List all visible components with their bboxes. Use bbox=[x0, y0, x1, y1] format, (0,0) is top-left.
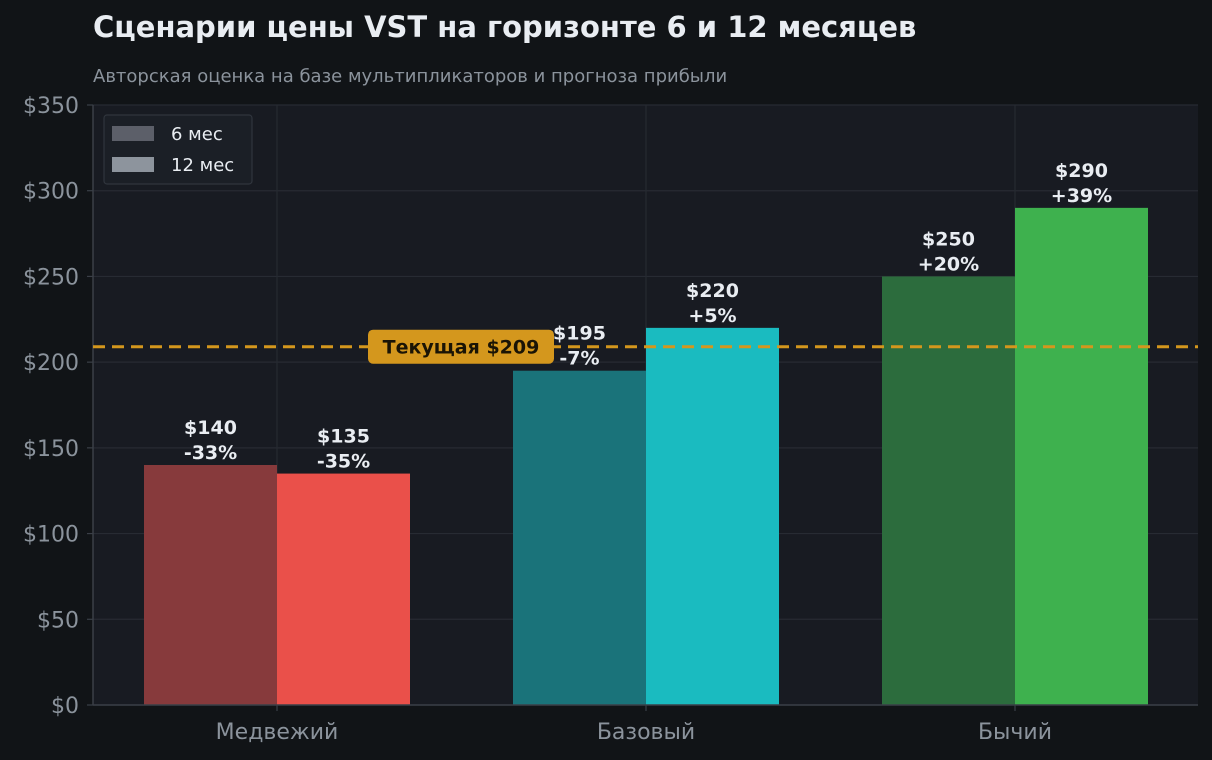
bar-change-label: -35% bbox=[317, 451, 370, 473]
bar-change-label: +39% bbox=[1051, 185, 1112, 207]
bar bbox=[646, 327, 779, 705]
bar bbox=[277, 473, 410, 705]
y-tick-label: $350 bbox=[23, 94, 79, 119]
y-tick-label: $250 bbox=[23, 265, 79, 290]
bar-change-label: -33% bbox=[184, 442, 237, 464]
bar bbox=[513, 370, 646, 705]
bar-value-label: $250 bbox=[922, 228, 975, 250]
legend-swatch bbox=[112, 157, 154, 172]
current-price-badge bbox=[368, 329, 554, 364]
legend-label: 6 мес bbox=[171, 124, 223, 145]
x-tick-label: Базовый bbox=[597, 720, 695, 745]
x-tick-label: Бычий bbox=[978, 720, 1052, 745]
bar-value-label: $195 bbox=[553, 323, 606, 345]
bar-change-label: -7% bbox=[559, 348, 599, 370]
bar bbox=[882, 276, 1015, 705]
y-tick-label: $200 bbox=[23, 351, 79, 376]
y-tick-label: $100 bbox=[23, 523, 79, 548]
bar-value-label: $220 bbox=[686, 280, 739, 302]
legend-label: 12 мес bbox=[171, 155, 234, 176]
y-tick-label: $150 bbox=[23, 437, 79, 462]
current-price-label: Текущая $209 bbox=[383, 337, 540, 359]
bar bbox=[144, 465, 277, 705]
bar-value-label: $140 bbox=[184, 417, 237, 439]
y-tick-label: $0 bbox=[51, 694, 79, 719]
bar-change-label: +20% bbox=[918, 253, 979, 275]
chart-title: Сценарии цены VST на горизонте 6 и 12 ме… bbox=[93, 10, 917, 44]
bar-value-label: $290 bbox=[1055, 160, 1108, 182]
y-tick-label: $300 bbox=[23, 180, 79, 205]
y-tick-label: $50 bbox=[37, 608, 79, 633]
bar bbox=[1015, 207, 1148, 705]
bar-change-label: +5% bbox=[688, 305, 736, 327]
chart-subtitle: Авторская оценка на базе мультипликаторо… bbox=[93, 66, 728, 87]
legend-swatch bbox=[112, 126, 154, 141]
bar-value-label: $135 bbox=[317, 426, 370, 448]
x-tick-label: Медвежий bbox=[216, 720, 339, 745]
